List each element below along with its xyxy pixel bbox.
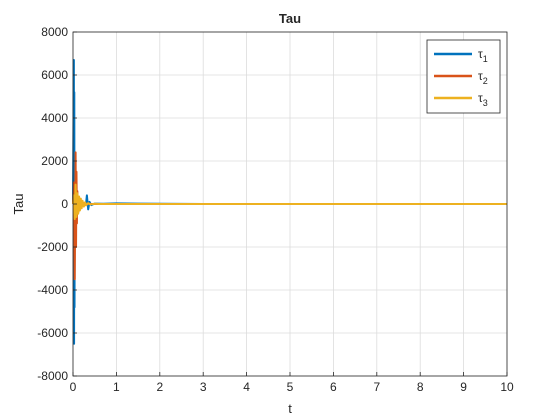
x-tick-label: 2 <box>156 380 163 394</box>
y-tick-label: 4000 <box>41 111 68 125</box>
y-tick-label: -2000 <box>37 240 68 254</box>
y-tick-label: 0 <box>61 197 68 211</box>
x-axis-label: t <box>288 401 292 416</box>
x-tick-label: 4 <box>243 380 250 394</box>
x-tick-label: 9 <box>460 380 467 394</box>
x-tick-label: 6 <box>330 380 337 394</box>
x-tick-label: 7 <box>373 380 380 394</box>
y-tick-label: 6000 <box>41 68 68 82</box>
x-tick-label: 5 <box>287 380 294 394</box>
y-tick-label: -8000 <box>37 369 68 383</box>
y-tick-label: -6000 <box>37 326 68 340</box>
legend-label-subscript: 3 <box>483 98 488 108</box>
x-tick-label: 8 <box>417 380 424 394</box>
x-tick-label: 0 <box>70 380 77 394</box>
x-tick-label: 10 <box>500 380 514 394</box>
x-tick-label: 1 <box>113 380 120 394</box>
legend-label-subscript: 1 <box>483 54 488 64</box>
x-tick-label: 3 <box>200 380 207 394</box>
y-tick-label: -4000 <box>37 283 68 297</box>
legend-label-subscript: 2 <box>483 76 488 86</box>
y-axis-label: Tau <box>11 194 26 215</box>
chart-title: Tau <box>279 11 301 26</box>
y-tick-label: 2000 <box>41 154 68 168</box>
y-tick-label: 8000 <box>41 25 68 39</box>
